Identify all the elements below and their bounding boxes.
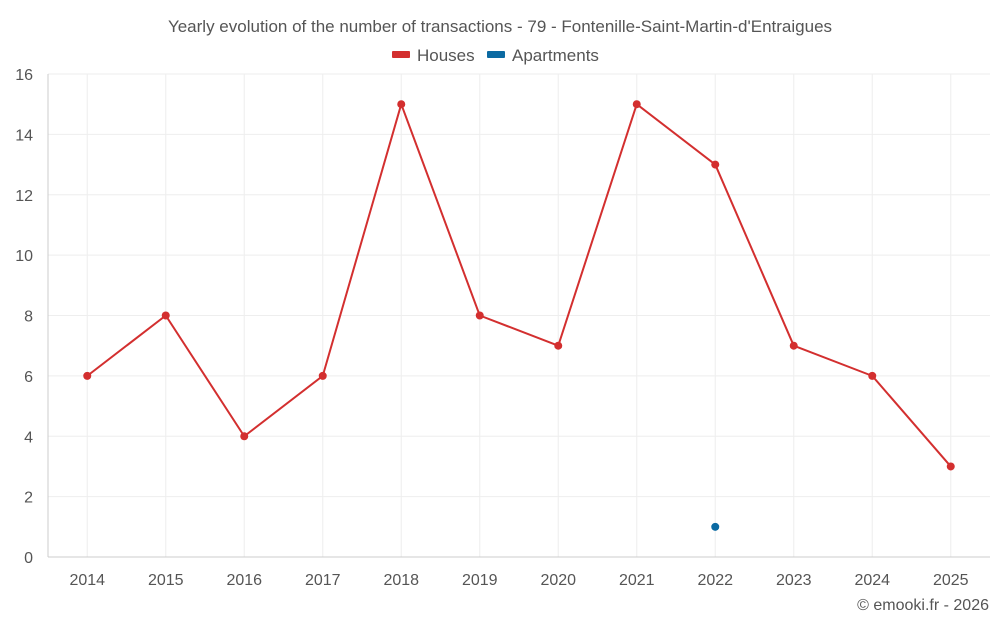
data-point-houses[interactable]	[240, 432, 249, 441]
data-point-houses[interactable]	[789, 341, 798, 350]
plot-area	[83, 100, 955, 531]
data-point-houses[interactable]	[632, 100, 641, 109]
grid	[48, 73, 990, 557]
y-tick-label: 10	[15, 248, 33, 265]
y-tick-label: 0	[24, 550, 33, 567]
x-tick-label: 2024	[854, 572, 890, 589]
x-tick-label: 2017	[305, 572, 341, 589]
x-tick-label: 2023	[776, 572, 812, 589]
data-point-houses[interactable]	[868, 371, 877, 380]
x-tick-label: 2019	[462, 572, 498, 589]
legend-label-apartments: Apartments	[512, 46, 599, 65]
x-tick-label: 2015	[148, 572, 184, 589]
legend-item-houses[interactable]: Houses	[392, 46, 475, 65]
data-point-houses[interactable]	[475, 311, 484, 320]
legend-swatch-apartments	[487, 51, 505, 58]
legend-label-houses: Houses	[417, 46, 475, 65]
y-tick-label: 2	[24, 490, 33, 507]
x-tick-label: 2014	[69, 572, 105, 589]
x-tick-label: 2025	[933, 572, 969, 589]
x-tick-label: 2021	[619, 572, 655, 589]
x-tick-label: 2020	[540, 572, 576, 589]
series-line-houses	[86, 103, 952, 468]
footer-credit: © emooki.fr - 2026	[857, 597, 989, 614]
data-point-houses[interactable]	[397, 100, 406, 109]
data-point-houses[interactable]	[83, 371, 92, 380]
y-tick-label: 6	[24, 369, 33, 386]
y-tick-label: 8	[24, 309, 33, 326]
legend-item-apartments[interactable]: Apartments	[487, 46, 599, 65]
legend-swatch-houses	[392, 51, 410, 58]
x-tick-label: 2022	[697, 572, 733, 589]
y-tick-label: 12	[15, 188, 33, 205]
data-point-houses[interactable]	[946, 462, 955, 471]
data-point-houses[interactable]	[554, 341, 563, 350]
chart-title: Yearly evolution of the number of transa…	[168, 17, 832, 36]
legend: Houses Apartments	[392, 46, 599, 65]
y-tick-label: 16	[15, 67, 33, 84]
x-tick-label: 2016	[226, 572, 262, 589]
data-point-houses[interactable]	[711, 160, 720, 169]
y-tick-label: 4	[24, 429, 33, 446]
data-point-apartments[interactable]	[711, 522, 720, 531]
x-tick-label: 2018	[383, 572, 419, 589]
axes: 0 2 4 6 8 10 12 14 16 2014 2015 2016 2017 2018 2019 202…	[15, 67, 990, 589]
data-point-houses[interactable]	[161, 311, 170, 320]
data-point-houses[interactable]	[318, 371, 327, 380]
y-tick-label: 14	[15, 127, 33, 144]
